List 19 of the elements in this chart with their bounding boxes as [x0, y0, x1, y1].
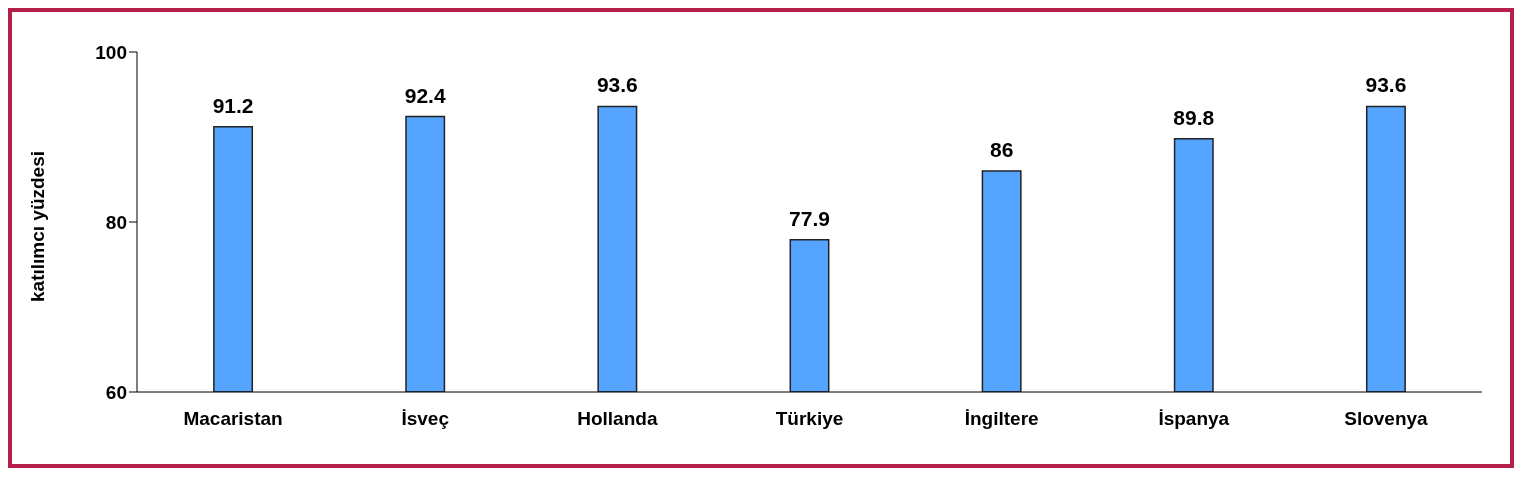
- x-tick-label: İsveç: [401, 408, 450, 430]
- frame-border: Macaristan İsveç Hollanda Türkiye İngiltere İspanya Slovenya 60 80 100 katılımcı yüzdesi 91.2 92.4 93.6 77.9 86 89.8 93.6: [8, 8, 1514, 468]
- data-label: 91.2: [212, 93, 254, 117]
- data-label: 93.6: [1365, 73, 1407, 97]
- y-tick-label: 100: [95, 41, 127, 63]
- data-label: 86: [989, 138, 1014, 161]
- x-tick-label: İspanya: [1158, 408, 1230, 430]
- x-tick-label: İngiltere: [964, 408, 1039, 430]
- y-tick-label: 80: [105, 211, 127, 233]
- x-tick-label: Hollanda: [577, 408, 658, 430]
- data-label: 89.8: [1173, 105, 1215, 129]
- x-tick-label: Slovenya: [1344, 408, 1429, 430]
- x-tick-label: Macaristan: [183, 408, 283, 430]
- y-axis-title: katılımcı yüzdesi: [26, 150, 48, 302]
- data-label: 77.9: [789, 206, 830, 230]
- data-label: 93.6: [596, 73, 638, 97]
- y-tick-label: 60: [105, 381, 127, 403]
- data-label: 92.4: [404, 83, 446, 107]
- x-tick-label: Türkiye: [775, 408, 844, 430]
